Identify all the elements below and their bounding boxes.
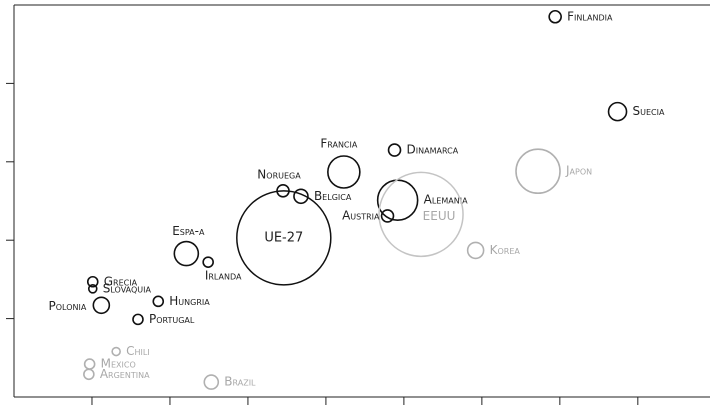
bubble: [152, 295, 165, 308]
point-label: Slovaquia: [103, 281, 152, 295]
bubble: [548, 9, 562, 24]
bubble: [607, 101, 628, 122]
point-label: Argentina: [100, 367, 150, 381]
bubble: [83, 358, 96, 370]
bubble: [173, 240, 200, 267]
bubble: [87, 284, 98, 294]
point-label: Irlanda: [205, 269, 242, 283]
point-label: Hungria: [169, 294, 210, 308]
point-label: Brazil: [224, 375, 256, 389]
bubble: [387, 143, 402, 157]
point-label: Dinamarca: [407, 143, 459, 157]
bubble: [380, 209, 395, 223]
bubble: [203, 374, 220, 390]
point-label: Francia: [320, 136, 358, 150]
point-label: Finlandia: [567, 9, 613, 23]
bubble: [92, 296, 111, 315]
bubble: [202, 256, 214, 268]
point-label: UE-27: [264, 230, 303, 245]
point-label: Alemania: [424, 193, 468, 207]
bubble: [83, 368, 95, 381]
point-label: Portugal: [149, 312, 195, 326]
point-label: Korea: [490, 243, 521, 257]
point-label: Espa-a: [172, 224, 205, 238]
bubble: [132, 313, 144, 326]
bubble: [236, 190, 332, 286]
point-label: Chili: [126, 344, 150, 358]
bubble: [515, 148, 561, 195]
point-label: Belgica: [314, 189, 352, 203]
point-label: Japon: [565, 164, 592, 178]
point-label: Grecia: [104, 274, 138, 288]
point-label: Noruega: [257, 167, 301, 181]
point-label: Mexico: [101, 357, 136, 371]
bubble: [378, 171, 464, 258]
point-label: EEUU: [423, 209, 456, 223]
bubble: [111, 346, 121, 357]
bubble: [293, 188, 309, 205]
bubble: [466, 241, 485, 260]
bubble: [376, 179, 419, 222]
bubble: [327, 155, 361, 189]
bubble: [86, 275, 99, 288]
point-label: Suecia: [633, 104, 665, 118]
point-label: Polonia: [49, 299, 87, 313]
point-label: Austria: [342, 208, 380, 222]
